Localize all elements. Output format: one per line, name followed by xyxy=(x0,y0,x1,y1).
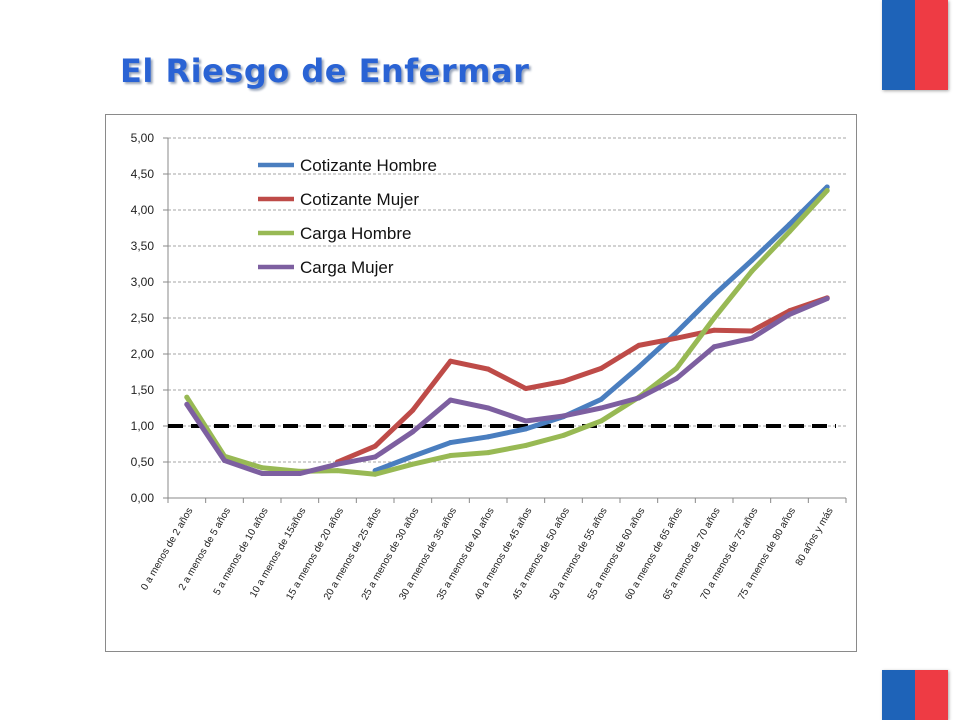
y-tick-label: 3,00 xyxy=(131,275,155,289)
data-point-carga-hombre xyxy=(824,188,830,194)
data-point-cotizante-mujer xyxy=(372,443,378,449)
data-point-cotizante-hombre xyxy=(749,257,755,263)
y-tick-label: 5,00 xyxy=(131,131,155,145)
data-point-carga-mujer xyxy=(674,375,679,381)
data-point-carga-mujer xyxy=(184,401,190,407)
series-line-carga-mujer xyxy=(184,296,830,477)
data-point-cotizante-hombre xyxy=(787,221,792,227)
legend-label: Carga Hombre xyxy=(300,224,412,243)
y-tick-label: 3,50 xyxy=(131,239,155,253)
y-tick-label: 2,50 xyxy=(131,311,155,325)
legend-label: Cotizante Hombre xyxy=(300,156,437,175)
y-tick-label: 4,00 xyxy=(131,203,155,217)
data-point-carga-hombre xyxy=(598,418,604,424)
slide-title: El Riesgo de Enfermar xyxy=(120,52,530,90)
data-point-cotizante-hombre xyxy=(410,453,416,459)
y-tick-label: 1,50 xyxy=(131,383,155,397)
chile-flag-icon-bottom xyxy=(882,670,948,720)
data-point-cotizante-hombre xyxy=(485,434,491,440)
chile-flag-icon xyxy=(882,0,948,90)
data-point-cotizante-hombre xyxy=(674,329,679,335)
data-point-cotizante-mujer xyxy=(410,407,416,413)
chart-frame: 0,00 0,50 1,00 1,50 2,00 2,50 3,00 3,50 4,00 4,50… xyxy=(105,114,857,652)
series-line-cotizante-mujer xyxy=(335,295,830,465)
data-point-cotizante-mujer xyxy=(749,328,755,334)
data-point-carga-hombre xyxy=(410,461,416,467)
data-point-cotizante-mujer xyxy=(561,378,566,384)
data-point-cotizante-hombre xyxy=(523,426,529,432)
y-tick-label: 0,00 xyxy=(131,491,155,505)
data-point-carga-hombre xyxy=(561,432,566,438)
data-point-cotizante-hombre xyxy=(636,364,642,370)
data-point-carga-mujer xyxy=(372,454,378,460)
data-point-carga-mujer xyxy=(259,471,265,477)
legend-label: Cotizante Mujer xyxy=(300,190,419,209)
y-tick-label: 4,50 xyxy=(131,167,155,181)
data-point-carga-mujer xyxy=(711,344,717,350)
data-point-cotizante-mujer xyxy=(598,365,604,371)
data-point-carga-hombre xyxy=(335,468,340,474)
data-point-cotizante-mujer xyxy=(448,358,453,364)
data-point-carga-mujer xyxy=(297,471,303,477)
data-point-carga-hombre xyxy=(372,471,378,477)
data-point-carga-mujer xyxy=(485,405,491,411)
y-tick-label: 2,00 xyxy=(131,347,155,361)
x-tick-label: 80 años y más xyxy=(794,506,836,568)
data-point-carga-hombre xyxy=(523,442,529,448)
data-point-carga-mujer xyxy=(448,397,453,403)
data-point-carga-mujer xyxy=(636,395,642,401)
data-point-carga-mujer xyxy=(523,418,529,424)
series-line-carga-hombre xyxy=(184,188,830,477)
data-point-carga-mujer xyxy=(749,335,755,341)
data-point-carga-mujer xyxy=(561,413,566,419)
data-point-carga-hombre xyxy=(749,268,755,274)
data-point-cotizante-hombre xyxy=(711,292,717,298)
data-point-carga-hombre xyxy=(259,465,265,471)
data-point-carga-mujer xyxy=(787,311,792,317)
data-point-cotizante-mujer xyxy=(485,366,491,372)
data-point-cotizante-mujer xyxy=(711,327,717,333)
data-point-carga-mujer xyxy=(335,461,340,467)
data-point-cotizante-mujer xyxy=(636,342,642,348)
data-point-cotizante-hombre xyxy=(448,440,453,446)
data-point-carga-hombre xyxy=(674,365,679,371)
legend-label: Carga Mujer xyxy=(300,258,394,277)
data-point-cotizante-hombre xyxy=(824,184,830,190)
data-point-cotizante-mujer xyxy=(674,335,679,341)
data-point-carga-hombre xyxy=(448,453,453,459)
data-point-carga-hombre xyxy=(485,450,491,456)
data-point-carga-hombre xyxy=(711,315,717,321)
data-point-carga-mujer xyxy=(824,296,830,302)
data-point-cotizante-mujer xyxy=(523,386,529,392)
data-point-carga-mujer xyxy=(598,405,604,411)
data-point-carga-hombre xyxy=(787,229,792,235)
y-tick-label: 1,00 xyxy=(131,419,155,433)
data-point-carga-mujer xyxy=(222,458,227,464)
data-point-carga-mujer xyxy=(410,429,416,435)
y-tick-label: 0,50 xyxy=(131,455,155,469)
data-point-carga-hombre xyxy=(184,394,190,400)
data-point-cotizante-hombre xyxy=(598,396,604,402)
line-chart: 0,00 0,50 1,00 1,50 2,00 2,50 3,00 3,50 4,00 4,50… xyxy=(131,131,847,602)
